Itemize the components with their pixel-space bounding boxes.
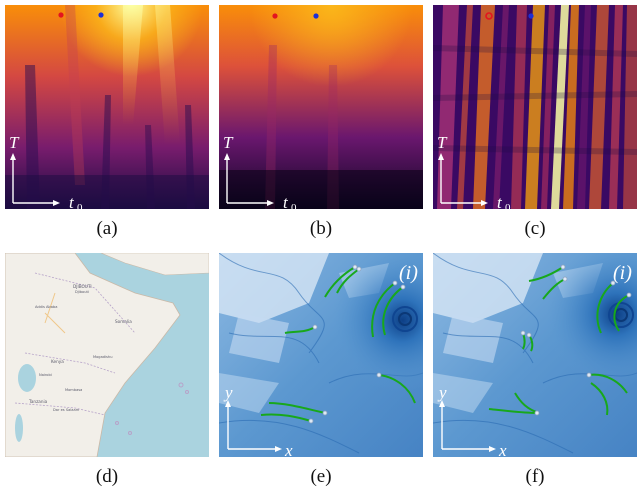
panel-f: y x (i) — [433, 253, 637, 457]
axes-arrows — [10, 153, 60, 206]
borders — [14, 272, 136, 416]
axes-arrows — [225, 400, 282, 452]
arabia — [100, 253, 209, 276]
axis-label-y: T — [437, 133, 448, 152]
caption-e: (e) — [310, 466, 332, 487]
map-label-mogadishu: Mogadishu — [93, 355, 113, 359]
heatmap-a: T t 0 — [5, 5, 209, 209]
map-label-djibouti-country: DJIBOUTI — [73, 284, 92, 289]
marker-blue — [313, 13, 319, 19]
lake-2 — [15, 414, 23, 442]
marker-blue — [98, 12, 104, 18]
axis-label-x: t — [69, 193, 75, 209]
axis-label-x: x — [498, 441, 507, 457]
inset-label: (i) — [613, 262, 632, 284]
axis-label-x: t — [283, 193, 289, 209]
noise-streaks — [433, 5, 637, 209]
marker-blue — [528, 13, 534, 19]
panel-e: y x (i) — [219, 253, 423, 457]
feature-curves — [260, 266, 416, 422]
map-label-somalia: Somalia — [115, 319, 132, 324]
map-label-kenya: Kenya — [51, 359, 64, 364]
axis-label-x: x — [284, 441, 293, 457]
axis-label-x: t — [497, 193, 503, 209]
heatmap-b: T t 0 — [219, 5, 423, 209]
map-label-djibouti: Djibouti — [75, 290, 89, 294]
axis-label-y: T — [223, 133, 234, 152]
caption-d: (d) — [95, 466, 119, 487]
panel-b: T t 0 — [219, 5, 423, 209]
axis-label-x-sub: 0 — [505, 202, 511, 209]
axis-label-y: T — [9, 133, 20, 152]
axes-arrows — [438, 153, 488, 206]
map-label-dar: Dar es Salaam — [53, 408, 80, 412]
marker-red — [485, 12, 493, 20]
islands — [115, 382, 189, 435]
inset-label: (i) — [399, 262, 418, 284]
land — [5, 253, 181, 457]
axes-arrows — [439, 400, 496, 452]
caption-b: (b) — [309, 218, 333, 239]
caption-a: (a) — [96, 218, 118, 239]
marker-red — [272, 13, 278, 19]
marker-red — [58, 12, 64, 18]
curve-endpoints — [520, 264, 632, 416]
caption-c: (c) — [524, 218, 546, 239]
lake — [18, 364, 36, 392]
map-label-addis: Addis Ababa — [35, 305, 57, 309]
heatmap-c: T t 0 — [433, 5, 637, 209]
flow-field-f: y x (i) — [433, 253, 637, 457]
caption-f: (f) — [525, 466, 545, 487]
axis-label-x-sub: 0 — [291, 202, 297, 209]
map-label-nairobi: Nairobi — [39, 373, 52, 377]
panel-d: DJIBOUTI Djibouti Addis Ababa Somalia Mo… — [5, 253, 209, 457]
axes-arrows — [224, 153, 274, 206]
map-east-africa: DJIBOUTI Djibouti Addis Ababa Somalia Mo… — [5, 253, 209, 457]
panel-a: T t 0 — [5, 5, 209, 209]
axis-label-y: y — [437, 383, 447, 402]
panel-c: T t 0 — [433, 5, 637, 209]
axis-label-x-sub: 0 — [77, 202, 83, 209]
flow-field-e: y x (i) — [219, 253, 423, 457]
map-label-mombasa: Mombasa — [65, 388, 82, 392]
curve-endpoints — [308, 264, 406, 424]
axis-label-y: y — [223, 383, 233, 402]
map-label-tanzania: Tanzania — [28, 399, 48, 404]
